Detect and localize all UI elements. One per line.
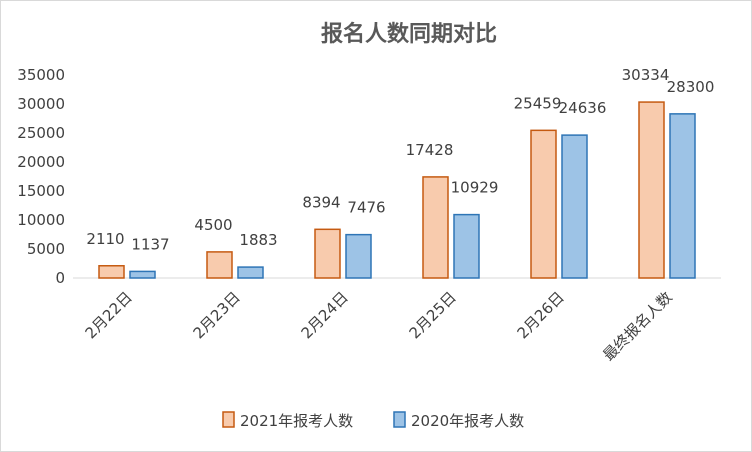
y-axis: 0 5000 10000 15000 20000 25000 30000 35000 bbox=[17, 66, 65, 287]
data-label: 30334 bbox=[622, 66, 670, 84]
bar-series2 bbox=[237, 266, 264, 279]
x-tick-label: 2月25日 bbox=[406, 288, 460, 342]
data-label: 24636 bbox=[559, 99, 607, 117]
legend-swatch bbox=[222, 411, 235, 428]
data-label: 1883 bbox=[239, 231, 277, 249]
y-tick-label: 5000 bbox=[27, 240, 65, 258]
y-tick-label: 10000 bbox=[17, 211, 65, 229]
x-tick-label: 2月23日 bbox=[190, 288, 244, 342]
x-tick-label: 最终报名人数 bbox=[599, 288, 675, 364]
y-tick-label: 20000 bbox=[17, 153, 65, 171]
bar-series2 bbox=[129, 270, 156, 279]
legend: 2021年报考人数 2020年报考人数 bbox=[222, 411, 524, 430]
y-tick-label: 25000 bbox=[17, 124, 65, 142]
y-tick-label: 35000 bbox=[17, 66, 65, 84]
legend-label: 2020年报考人数 bbox=[411, 412, 524, 430]
y-tick-label: 15000 bbox=[17, 182, 65, 200]
data-label: 7476 bbox=[347, 199, 385, 217]
legend-swatch bbox=[393, 411, 406, 428]
bar-series2 bbox=[453, 213, 480, 279]
legend-label: 2021年报考人数 bbox=[240, 412, 353, 430]
bar-series1 bbox=[206, 251, 233, 279]
bar-series1 bbox=[638, 101, 665, 279]
data-label: 8394 bbox=[302, 193, 340, 211]
y-tick-label: 30000 bbox=[17, 95, 65, 113]
data-label: 10929 bbox=[451, 179, 499, 197]
bar-series2 bbox=[345, 233, 372, 279]
data-label: 4500 bbox=[194, 216, 232, 234]
x-tick-label: 2月24日 bbox=[298, 288, 352, 342]
bar-series1 bbox=[98, 265, 125, 279]
x-tick-label: 2月22日 bbox=[82, 288, 136, 342]
chart-title: 报名人数同期对比 bbox=[321, 21, 497, 47]
y-tick-label: 0 bbox=[55, 269, 65, 287]
bar-series1 bbox=[530, 129, 557, 279]
bar-series2 bbox=[669, 113, 696, 279]
x-axis: 2月22日 2月23日 2月24日 2月25日 2月26日 最终报名人数 bbox=[73, 277, 721, 364]
data-label: 2110 bbox=[86, 230, 124, 248]
bars bbox=[98, 101, 696, 279]
bar-series1 bbox=[422, 176, 449, 279]
data-label: 25459 bbox=[514, 94, 562, 112]
data-label: 28300 bbox=[667, 78, 715, 96]
bar-series1 bbox=[314, 228, 341, 279]
data-label: 1137 bbox=[131, 235, 169, 253]
data-label: 17428 bbox=[406, 141, 454, 159]
x-tick-label: 2月26日 bbox=[514, 288, 568, 342]
bar-series2 bbox=[561, 134, 588, 279]
